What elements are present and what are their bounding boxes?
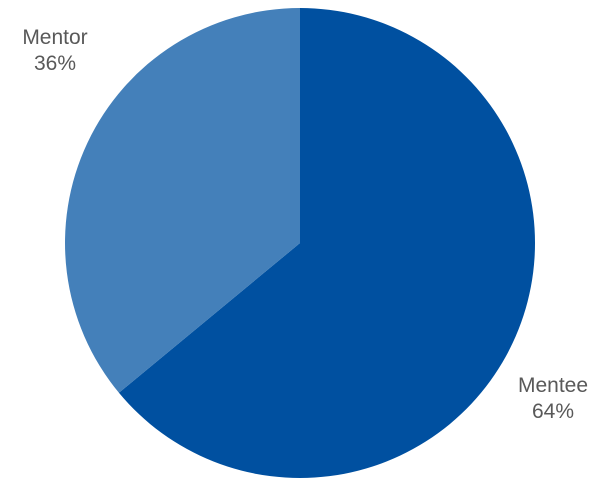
pie-slices xyxy=(65,8,536,479)
data-label-category-mentee: Mentee xyxy=(518,374,588,397)
data-label-value-mentee: 64% xyxy=(532,400,574,423)
pie-data-labels: Mentee 64% Mentor 36% xyxy=(22,26,588,423)
pie-slice-mentee xyxy=(118,8,536,479)
data-label-category-mentor: Mentor xyxy=(22,26,87,49)
pie-slice-mentor xyxy=(65,8,300,393)
data-label-value-mentor: 36% xyxy=(34,52,76,75)
